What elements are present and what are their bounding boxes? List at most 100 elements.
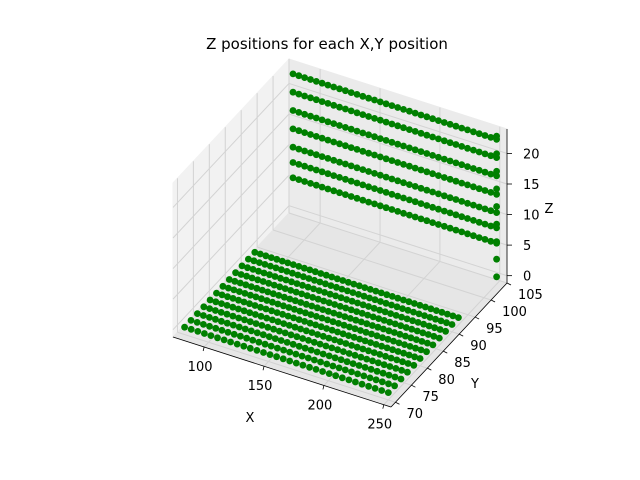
data-point — [229, 295, 237, 302]
data-point — [371, 185, 378, 193]
data-point — [301, 178, 308, 185]
data-point — [261, 261, 269, 268]
data-point — [481, 236, 489, 243]
data-point — [452, 196, 460, 203]
data-point — [423, 131, 431, 139]
y-tick-label: 80 — [438, 373, 455, 388]
data-point — [446, 157, 454, 165]
data-point — [312, 166, 320, 174]
data-point — [335, 311, 343, 319]
data-point — [261, 340, 269, 348]
data-point — [301, 147, 308, 155]
data-point — [356, 335, 363, 343]
data-point — [307, 131, 314, 138]
data-point — [353, 109, 361, 117]
data-point — [374, 359, 382, 367]
data-point — [252, 320, 260, 327]
data-point — [227, 338, 235, 346]
data-point — [448, 321, 456, 328]
data-point — [481, 168, 489, 176]
data-point — [386, 318, 394, 326]
data-point — [470, 165, 477, 172]
data-point — [362, 328, 370, 336]
y-tick-label: 70 — [407, 407, 424, 422]
data-point — [464, 126, 471, 134]
data-point — [408, 325, 416, 333]
data-point — [235, 305, 242, 313]
data-point — [400, 161, 407, 168]
data-point — [371, 96, 378, 104]
data-point — [394, 159, 402, 166]
data-point — [306, 363, 313, 371]
data-point — [271, 273, 279, 280]
data-point — [318, 98, 326, 105]
data-point — [194, 328, 202, 335]
data-point — [423, 348, 430, 356]
data-point — [307, 112, 314, 120]
data-point — [393, 356, 401, 364]
data-point — [440, 192, 448, 200]
data-point — [379, 369, 387, 377]
data-point — [301, 318, 308, 325]
data-point — [336, 158, 343, 166]
data-point — [275, 292, 283, 299]
data-point — [337, 356, 345, 364]
data-point — [424, 339, 431, 347]
data-point — [452, 211, 460, 219]
data-point — [429, 188, 436, 196]
data-point — [300, 264, 308, 272]
data-point — [322, 342, 330, 350]
data-point — [256, 250, 264, 258]
data-point — [382, 137, 390, 144]
data-point — [258, 295, 265, 303]
data-point — [260, 349, 267, 356]
data-point — [347, 125, 355, 133]
data-point — [438, 308, 446, 316]
data-point — [240, 298, 248, 306]
data-point — [303, 292, 311, 300]
x-gridline — [323, 261, 441, 386]
data-point — [318, 183, 326, 191]
data-point — [335, 364, 343, 372]
y-gridline — [256, 246, 476, 318]
data-point — [360, 292, 368, 300]
data-point — [435, 205, 442, 213]
data-point — [368, 330, 375, 338]
data-point — [289, 125, 297, 133]
data-point — [341, 366, 349, 374]
data-point — [481, 187, 489, 194]
data-point — [382, 299, 390, 307]
data-point — [382, 100, 390, 108]
data-point — [305, 337, 312, 344]
data-point — [298, 352, 306, 360]
data-point — [370, 304, 378, 312]
data-point — [262, 305, 270, 313]
data-point — [295, 316, 303, 323]
data-point — [361, 284, 369, 291]
data-point — [470, 146, 477, 154]
data-point — [212, 315, 219, 323]
data-point — [310, 338, 318, 346]
data-point — [354, 370, 361, 378]
data-point — [427, 305, 435, 313]
data-point — [372, 287, 380, 295]
data-point — [394, 122, 402, 130]
data-point — [365, 131, 372, 139]
data-point — [386, 363, 394, 370]
data-point — [263, 297, 271, 304]
y-tick — [427, 367, 432, 371]
data-point — [475, 130, 483, 138]
data-point — [435, 190, 442, 198]
data-point — [324, 155, 332, 162]
data-point — [253, 347, 261, 354]
data-point — [359, 147, 367, 155]
data-point — [333, 283, 340, 291]
data-point — [206, 305, 214, 312]
data-point — [233, 340, 241, 348]
data-point — [406, 144, 413, 152]
data-point — [470, 217, 477, 224]
data-point — [481, 150, 489, 158]
data-point — [377, 289, 385, 297]
data-point — [470, 232, 477, 240]
z-gridline — [288, 113, 508, 185]
